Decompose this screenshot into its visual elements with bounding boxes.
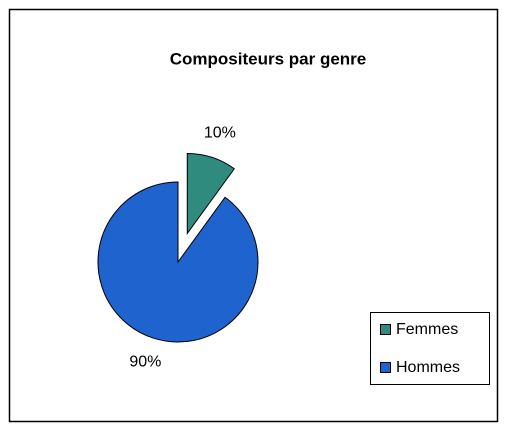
- legend-swatch: [380, 324, 391, 335]
- legend-label: Femmes: [396, 321, 458, 338]
- chart-title: Compositeurs par genre: [170, 49, 367, 68]
- data-label: 90%: [129, 354, 161, 371]
- legend-swatch: [380, 362, 391, 373]
- legend-label: Hommes: [396, 359, 460, 376]
- data-label: 10%: [204, 124, 236, 141]
- pie-slice: [97, 181, 259, 343]
- pie-slice: [186, 152, 235, 236]
